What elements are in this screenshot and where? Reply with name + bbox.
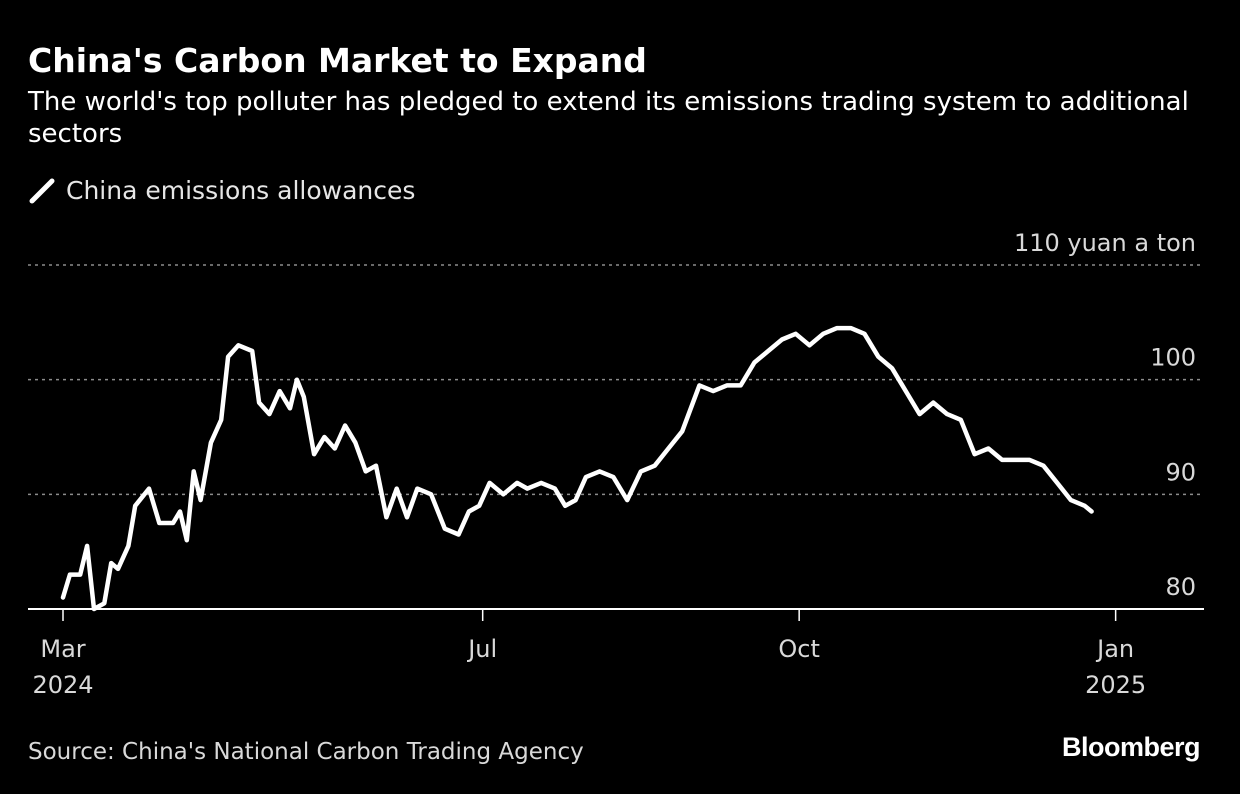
legend: China emissions allowances <box>28 174 415 208</box>
x-tick-label-jan: Jan <box>1095 635 1134 663</box>
legend-line-icon <box>29 178 55 204</box>
chart-title: China's Carbon Market to Expand <box>28 41 647 80</box>
legend-label: China emissions allowances <box>66 176 416 205</box>
x-tick-label-mar: Mar <box>40 635 85 663</box>
x-tick-label-oct: Oct <box>778 635 820 663</box>
bloomberg-logo: Bloomberg <box>1061 732 1201 762</box>
x-tick-year-2025: 2025 <box>1085 671 1146 699</box>
x-tick-year-2024: 2024 <box>32 671 93 699</box>
chart-subtitle: The world's top polluter has pledged to … <box>28 87 1189 149</box>
x-tick-label-jul: Jul <box>466 635 497 663</box>
y-tick-label-110: 110 yuan a ton <box>1014 229 1196 257</box>
source-note: Source: China's National Carbon Trading … <box>28 739 584 765</box>
y-tick-label-90: 90 <box>1165 458 1196 486</box>
series-line-0 <box>60 325 1094 612</box>
y-tick-label-100: 100 <box>1150 344 1196 372</box>
y-tick-label-80: 80 <box>1165 573 1196 601</box>
